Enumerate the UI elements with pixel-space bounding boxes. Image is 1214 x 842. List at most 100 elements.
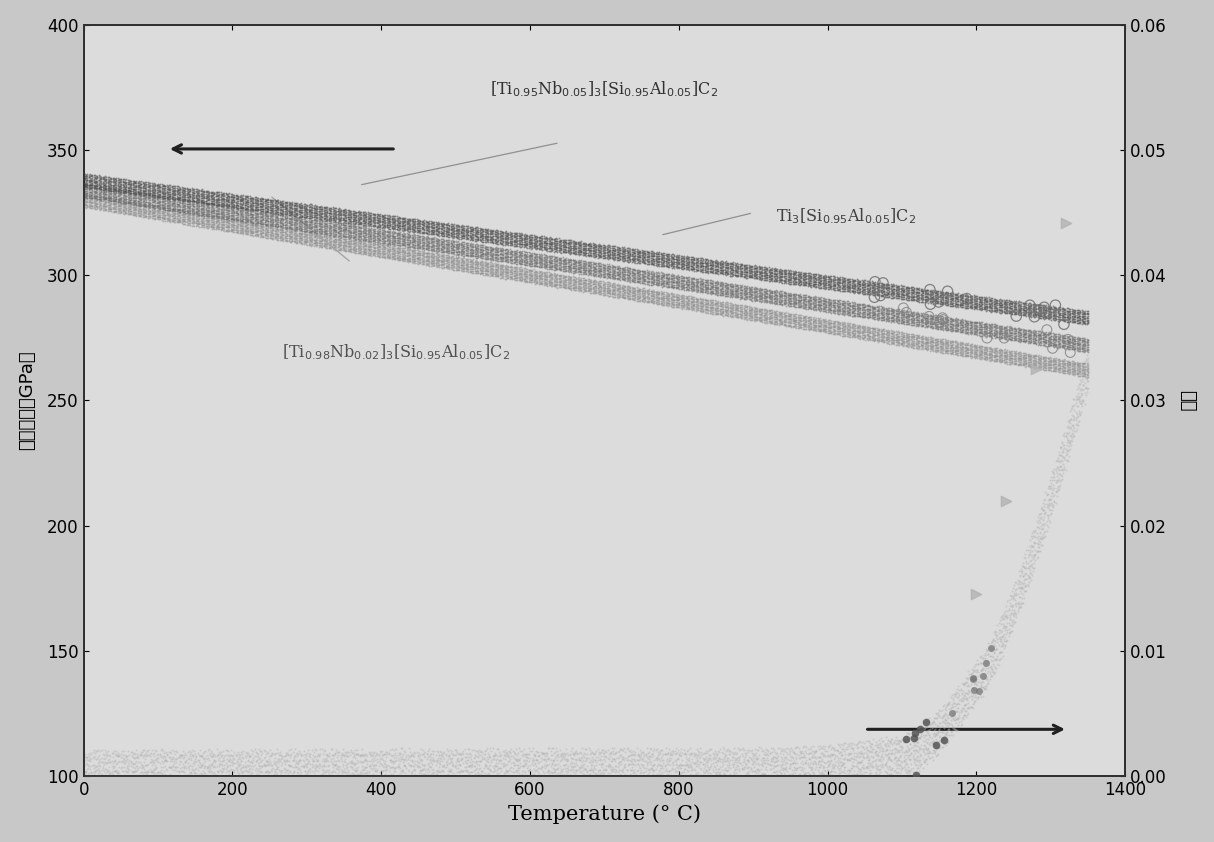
Point — [642, 275, 662, 289]
Point — [714, 769, 733, 782]
Point — [535, 769, 555, 782]
Point — [861, 769, 880, 782]
Point — [397, 219, 416, 232]
Point — [152, 206, 171, 220]
Point — [336, 230, 356, 243]
Point — [324, 759, 344, 772]
Point — [829, 280, 849, 294]
Point — [568, 283, 588, 296]
Point — [715, 268, 734, 281]
Point — [185, 769, 204, 782]
Point — [1004, 332, 1023, 345]
Point — [971, 343, 991, 356]
Point — [416, 230, 436, 243]
Point — [1006, 589, 1026, 602]
Point — [1021, 333, 1040, 346]
Point — [135, 189, 154, 203]
Point — [724, 760, 743, 774]
Point — [533, 747, 552, 760]
Point — [464, 239, 483, 253]
Point — [724, 741, 743, 754]
Point — [623, 264, 642, 277]
Point — [382, 742, 402, 755]
Point — [89, 179, 108, 192]
Point — [755, 271, 775, 285]
Point — [1055, 332, 1074, 345]
Point — [501, 272, 521, 285]
Point — [514, 230, 533, 243]
Point — [754, 308, 773, 322]
Point — [943, 345, 963, 359]
Point — [293, 769, 312, 782]
Point — [870, 278, 890, 291]
Point — [544, 277, 563, 290]
Point — [868, 769, 887, 782]
Point — [234, 769, 254, 782]
Point — [773, 748, 793, 761]
Point — [335, 235, 354, 248]
Point — [904, 329, 924, 343]
Point — [301, 221, 320, 234]
Point — [1043, 302, 1062, 316]
Point — [618, 265, 637, 279]
Point — [194, 194, 214, 207]
Point — [144, 189, 164, 202]
Point — [334, 229, 353, 242]
Point — [699, 275, 719, 289]
Point — [378, 769, 397, 782]
Point — [617, 260, 636, 274]
Point — [685, 298, 704, 312]
Point — [982, 354, 1002, 367]
Point — [958, 338, 977, 351]
Point — [448, 747, 467, 760]
Point — [373, 213, 392, 226]
Point — [619, 769, 639, 782]
Point — [205, 210, 225, 224]
Point — [832, 769, 851, 782]
Point — [203, 185, 222, 199]
Point — [520, 232, 539, 245]
Point — [930, 290, 949, 304]
Point — [705, 765, 725, 779]
Point — [596, 250, 615, 264]
Point — [968, 338, 987, 352]
Point — [663, 280, 682, 294]
Point — [863, 330, 883, 344]
Point — [910, 338, 930, 352]
Point — [259, 221, 278, 235]
Point — [250, 218, 270, 232]
Point — [834, 295, 853, 308]
Point — [1027, 302, 1046, 316]
Point — [299, 769, 318, 782]
Point — [486, 759, 505, 772]
Point — [392, 742, 412, 755]
Point — [645, 246, 664, 259]
Point — [977, 293, 997, 306]
Point — [100, 189, 119, 203]
Point — [422, 216, 442, 229]
Point — [364, 215, 384, 228]
Point — [647, 750, 666, 764]
Point — [388, 746, 408, 759]
Point — [816, 273, 835, 286]
Point — [861, 276, 880, 290]
Point — [520, 258, 539, 272]
Point — [609, 750, 629, 764]
Point — [245, 225, 265, 238]
Point — [713, 301, 732, 315]
Point — [609, 288, 629, 301]
Point — [714, 259, 733, 273]
Point — [265, 229, 284, 242]
Point — [575, 236, 595, 249]
Point — [607, 252, 626, 265]
Point — [152, 194, 171, 207]
Point — [901, 289, 920, 302]
Point — [337, 234, 357, 248]
Point — [640, 254, 659, 268]
Point — [591, 264, 611, 278]
Point — [503, 253, 522, 267]
Point — [983, 349, 1003, 363]
Point — [204, 766, 223, 780]
Point — [995, 610, 1015, 623]
Point — [510, 248, 529, 261]
